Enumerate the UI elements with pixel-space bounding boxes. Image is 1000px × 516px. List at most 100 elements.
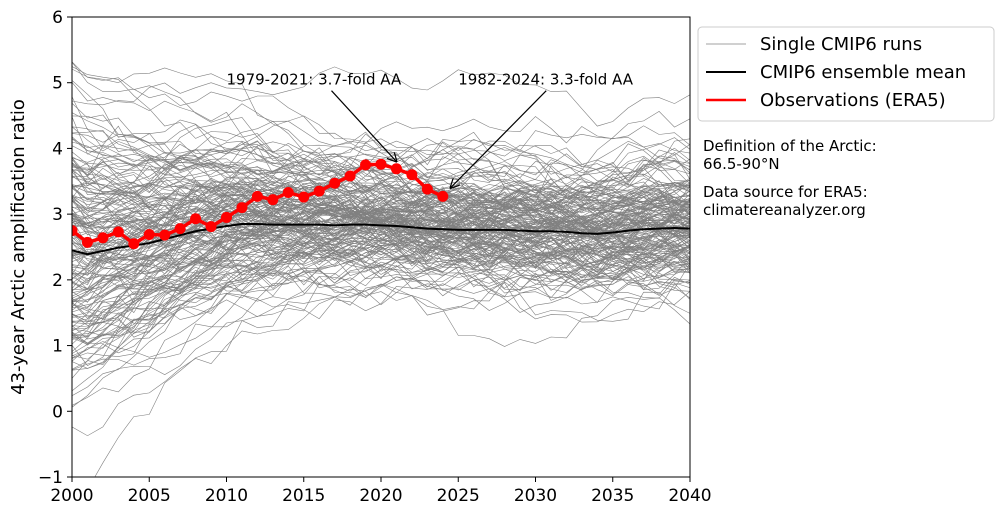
observation-point: [143, 229, 155, 241]
x-tick-label: 2035: [591, 486, 634, 506]
ensemble-run-line: [72, 119, 690, 225]
ensemble-run-line: [72, 246, 690, 406]
ensemble-run-line: [72, 236, 690, 338]
y-tick-label: 6: [52, 8, 63, 28]
ensemble-run-line: [72, 117, 690, 193]
ensemble-runs: [72, 61, 690, 477]
ensemble-run-line: [72, 130, 690, 224]
ensemble-run-line: [72, 244, 690, 334]
y-tick-label: 5: [52, 74, 63, 94]
y-tick-label: 2: [52, 271, 63, 291]
ensemble-run-line: [72, 112, 690, 254]
annotation-arrow-1: [331, 90, 397, 162]
observation-point: [221, 211, 232, 223]
ensemble-run-line: [72, 66, 690, 127]
observation-point: [72, 225, 78, 237]
y-axis-label: 43-year Arctic amplification ratio: [8, 99, 29, 395]
ensemble-run-line: [72, 141, 690, 274]
annotation-aa-1979-2021: 1979-2021: 3.7-fold AA: [227, 71, 402, 89]
observation-point: [97, 232, 109, 244]
x-axis: 2000 2005 2010 2015 2020 2025 2030 2035 2040: [50, 477, 712, 506]
observation-point: [406, 169, 418, 181]
y-tick-label: 1: [52, 337, 63, 357]
ensemble-run-line: [72, 186, 690, 219]
observation-point: [390, 163, 402, 175]
ensemble-run-line: [72, 210, 690, 272]
ensemble-run-line: [72, 221, 690, 322]
ensemble-run-line: [72, 234, 690, 295]
ensemble-run-line: [72, 228, 690, 313]
annotations: 1979-2021: 3.7-fold AA 1982-2024: 3.3-fo…: [227, 71, 634, 188]
ensemble-run-line: [72, 271, 690, 316]
ensemble-run-line: [72, 179, 690, 255]
observation-point: [128, 238, 140, 250]
legend-label-ensemble-mean: CMIP6 ensemble mean: [760, 62, 966, 83]
ensemble-run-line: [72, 177, 690, 256]
ensemble-mean-line: [72, 223, 690, 256]
ensemble-run-line: [72, 144, 690, 362]
ensemble-run-line: [72, 263, 690, 358]
observation-point: [421, 183, 433, 195]
ensemble-mean: [72, 223, 690, 256]
observation-point: [267, 194, 279, 206]
legend: Single CMIP6 runs CMIP6 ensemble mean Ob…: [697, 26, 995, 122]
ensemble-run-line: [72, 194, 690, 289]
ensemble-run-line: [72, 234, 690, 297]
observation-point: [112, 226, 124, 238]
ensemble-run-line: [72, 138, 690, 224]
ensemble-run-line: [72, 235, 690, 319]
x-tick-label: 2025: [437, 486, 480, 506]
x-tick-label: 2015: [282, 486, 325, 506]
annotation-arrow-2: [451, 90, 547, 188]
observation-point: [298, 191, 310, 203]
ensemble-run-line: [72, 200, 690, 282]
ensemble-run-line: [72, 162, 690, 246]
x-tick-label: 2010: [205, 486, 248, 506]
ensemble-run-line: [72, 125, 690, 216]
ensemble-run-line: [72, 249, 690, 325]
ensemble-run-line: [72, 202, 690, 328]
observation-point: [251, 190, 263, 202]
ensemble-run-line: [72, 133, 690, 230]
definition-line-1: Definition of the Arctic:: [703, 137, 877, 155]
x-tick-label: 2030: [514, 486, 557, 506]
observation-point: [159, 229, 171, 241]
legend-label-single-runs: Single CMIP6 runs: [760, 34, 922, 55]
ensemble-run-line: [72, 137, 690, 209]
x-tick-label: 2000: [50, 486, 93, 506]
ensemble-run-line: [72, 186, 690, 273]
observation-point: [190, 213, 202, 225]
side-notes: Definition of the Arctic: 66.5-90°N Data…: [703, 137, 877, 219]
ensemble-run-line: [72, 227, 690, 319]
source-line-1: Data source for ERA5:: [703, 183, 868, 201]
y-axis: −1 0 1 2 3 4 5 6: [38, 8, 72, 488]
observation-point: [375, 158, 387, 170]
x-tick-label: 2020: [359, 486, 402, 506]
ensemble-run-line: [72, 194, 690, 360]
ensemble-run-line: [72, 176, 690, 240]
y-tick-label: 0: [52, 402, 63, 422]
ensemble-run-line: [72, 273, 690, 371]
observation-point: [81, 236, 93, 248]
ensemble-run-line: [72, 279, 690, 371]
ensemble-run-line: [72, 208, 690, 252]
ensemble-run-line: [72, 195, 690, 290]
x-tick-label: 2005: [128, 486, 171, 506]
ensemble-run-line: [72, 175, 690, 276]
observation-point: [344, 170, 356, 182]
ensemble-run-line: [72, 175, 690, 276]
ensemble-run-line: [72, 244, 690, 366]
legend-box: [697, 26, 995, 122]
observation-point: [313, 185, 325, 197]
ensemble-run-line: [72, 246, 690, 340]
observation-point: [205, 221, 217, 233]
y-tick-label: 4: [52, 139, 63, 159]
ensemble-run-line: [72, 258, 690, 408]
observation-point: [437, 190, 449, 202]
ensemble-run-line: [72, 259, 690, 437]
y-tick-label: 3: [52, 205, 63, 225]
ensemble-run-line: [72, 61, 690, 219]
ensemble-run-line: [72, 202, 690, 265]
ensemble-run-line: [72, 138, 690, 196]
